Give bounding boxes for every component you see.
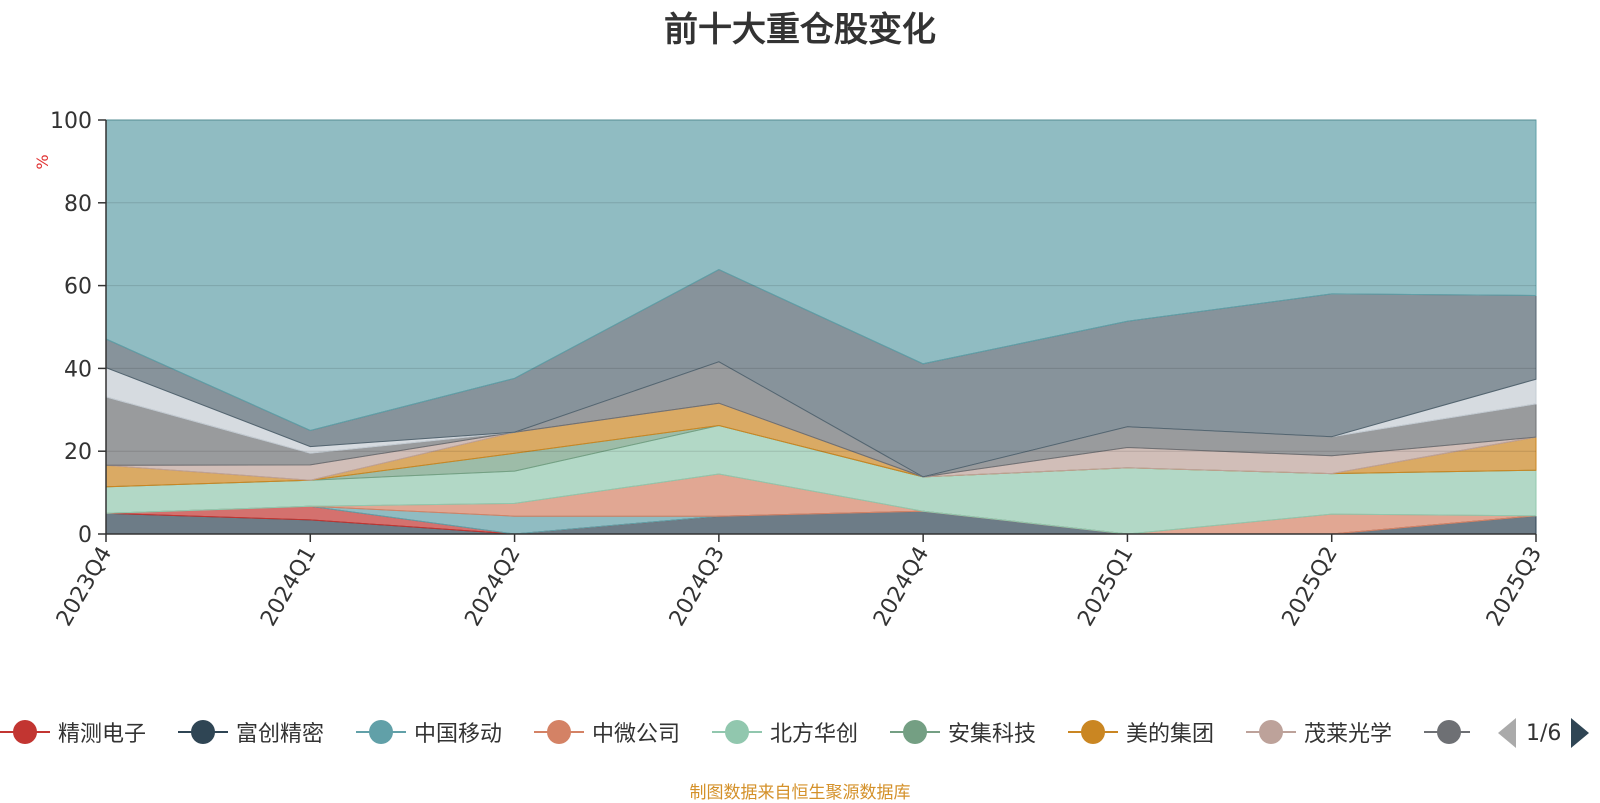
x-tick-label: 2024Q3 xyxy=(665,543,730,631)
legend-marker-icon xyxy=(1068,717,1118,747)
x-tick-label: 2024Q4 xyxy=(869,543,934,631)
legend-next-page-icon[interactable] xyxy=(1571,718,1590,748)
legend-item-精测电子[interactable]: 精测电子 xyxy=(0,712,146,752)
legend-item-富创精密[interactable]: 富创精密 xyxy=(178,712,324,752)
legend-item-中国移动[interactable]: 中国移动 xyxy=(356,712,502,752)
legend-page-indicator: 1/6 xyxy=(1526,720,1562,746)
legend-marker-icon xyxy=(1424,717,1470,747)
x-tick-label: 2024Q1 xyxy=(256,543,321,631)
x-tick-label: 2025Q3 xyxy=(1482,543,1547,631)
legend-marker-icon xyxy=(178,717,228,747)
legend-marker-icon xyxy=(890,717,940,747)
area-series-其他C[interactable] xyxy=(105,119,1537,432)
legend-marker-icon xyxy=(534,717,584,747)
legend-item-中微公司[interactable]: 中微公司 xyxy=(534,712,680,752)
legend-item-茂莱光学[interactable]: 茂莱光学 xyxy=(1246,712,1392,752)
legend-marker-icon xyxy=(0,717,50,747)
legend-label: 富创精密 xyxy=(236,722,325,747)
chart-title: 前十大重仓股变化 xyxy=(664,10,936,50)
y-tick-label: 20 xyxy=(64,440,92,465)
legend-item-北方华创[interactable]: 北方华创 xyxy=(712,712,858,752)
y-tick-label: 80 xyxy=(64,192,92,217)
legend-item-美的集团[interactable]: 美的集团 xyxy=(1068,712,1214,752)
y-tick-label: 100 xyxy=(50,109,92,134)
source-note: 制图数据来自恒生聚源数据库 xyxy=(689,783,911,803)
x-tick-label: 2023Q4 xyxy=(52,543,117,631)
legend-item-安集科技[interactable]: 安集科技 xyxy=(890,712,1036,752)
legend-marker-icon xyxy=(1246,717,1296,747)
legend-marker-icon xyxy=(356,717,406,747)
area-series-group xyxy=(105,119,1537,535)
x-tick-label: 2025Q2 xyxy=(1278,543,1343,631)
legend-label: 中国移动 xyxy=(414,722,503,747)
y-axis-unit-label: % xyxy=(33,154,52,169)
y-tick-label: 40 xyxy=(64,357,92,382)
legend-item-拓荆科技[interactable]: 拓荆科技 xyxy=(1424,712,1470,752)
legend-label: 中微公司 xyxy=(592,722,681,747)
x-tick-label: 2024Q2 xyxy=(460,543,525,631)
legend-prev-page-icon[interactable] xyxy=(1498,718,1516,748)
legend-label: 北方华创 xyxy=(770,722,859,747)
legend-label: 茂莱光学 xyxy=(1304,722,1393,747)
legend-label: 安集科技 xyxy=(948,722,1037,747)
y-tick-label: 0 xyxy=(78,523,92,548)
x-tick-label: 2025Q1 xyxy=(1073,543,1138,631)
legend-label: 美的集团 xyxy=(1126,722,1215,747)
legend-pager: 1/6 xyxy=(1498,716,1600,750)
y-tick-label: 60 xyxy=(64,275,92,300)
legend-label: 精测电子 xyxy=(58,722,147,747)
legend-marker-icon xyxy=(712,717,762,747)
legend: 精测电子 富创精密 中国移动 中微公司 北方华创 安集科技 美的集团 茂莱光学 拓荆科技 xyxy=(0,712,1470,752)
